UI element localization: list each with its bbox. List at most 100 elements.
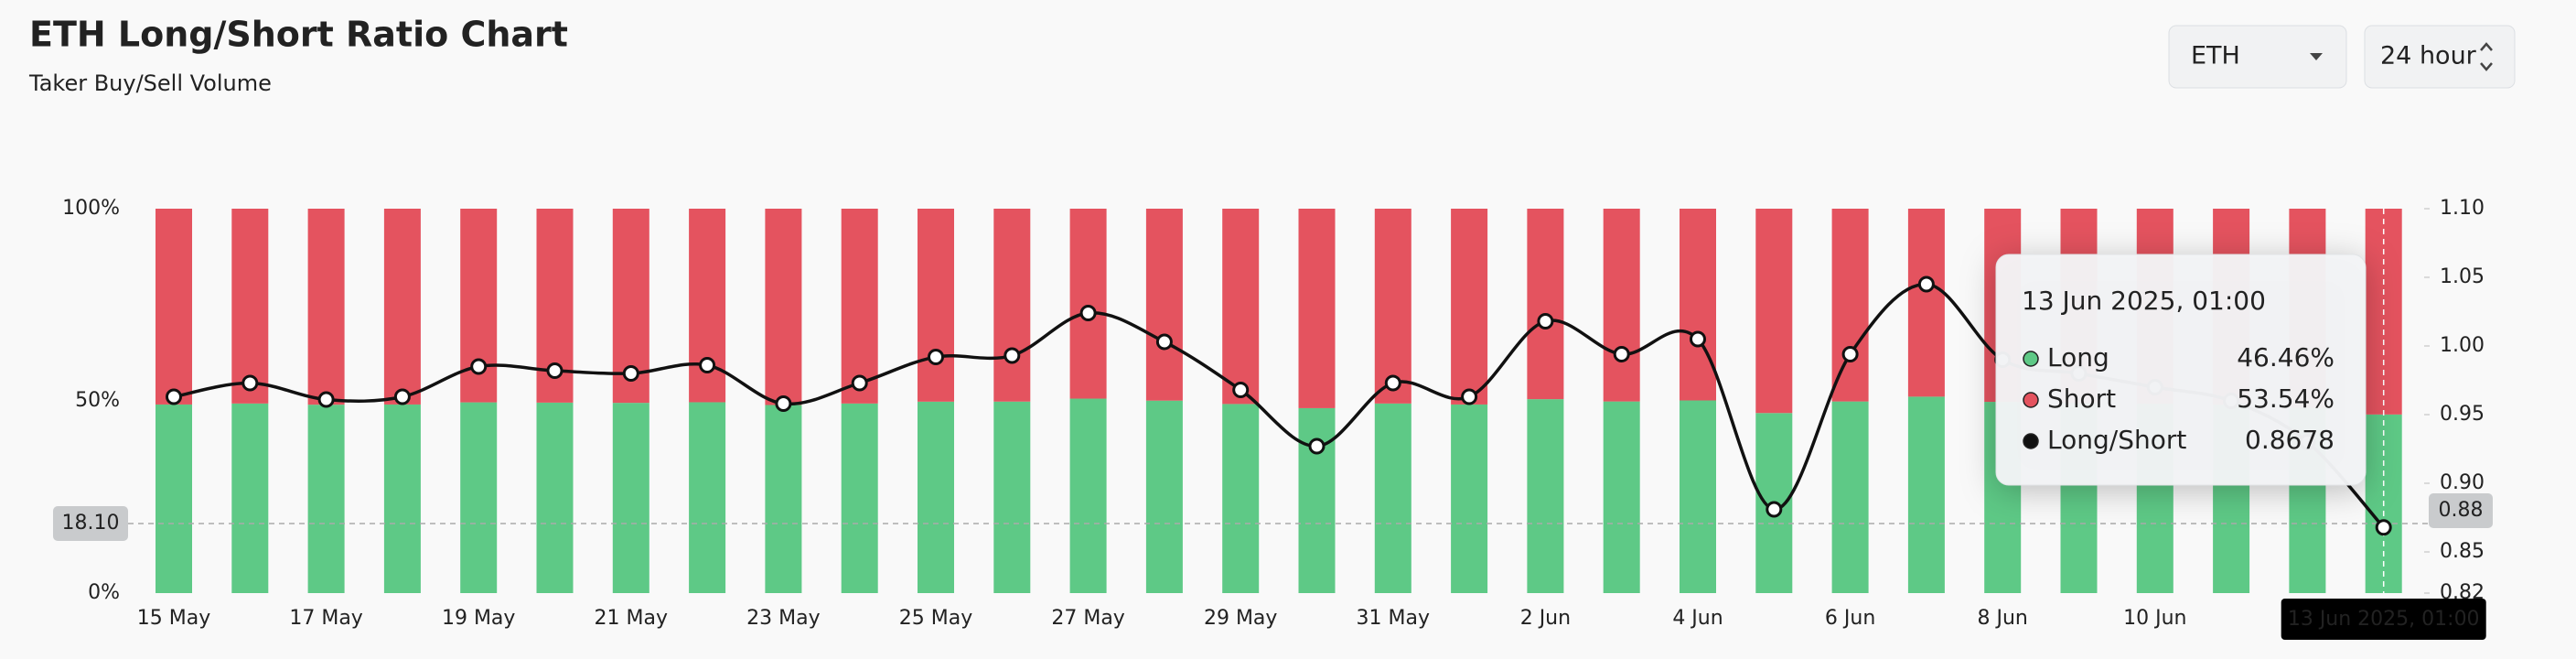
ratio-point [317,391,335,408]
bar-long [1451,404,1488,593]
y-tick-label: 100% [62,197,120,220]
period-dropdown-text: 24 hour [2380,42,2477,70]
tooltip-value: 46.46% [2237,342,2334,373]
crosshair-right-label: 0.88 [2439,499,2484,522]
bar-short [1527,209,1564,400]
bar-short [841,209,878,404]
x-tick-label: 27 May [1051,607,1124,630]
tooltip-dot [2023,392,2039,408]
ratio-point [2375,519,2392,536]
bar-long [460,402,498,593]
bar-short [1907,209,1945,397]
bar-short [1680,209,1716,401]
x-tick-label: 23 May [746,607,820,630]
x-tick-label: 29 May [1204,607,1277,630]
x-tick-label: 17 May [289,607,362,630]
bar-long [1680,400,1716,593]
page-title: ETH Long/Short Ratio Chart [29,15,568,55]
ratio-point [393,388,411,405]
crosshair-x-label: 13 Jun 2025, 01:00 [2288,608,2480,631]
bar-long [231,403,269,593]
asset-dropdown-text: ETH [2191,42,2240,70]
x-tick-label: 6 Jun [1825,607,1875,630]
bar-short [918,209,954,402]
dropdown-caret [2310,53,2323,60]
bar-long [1374,403,1411,593]
bar-short [1831,209,1869,402]
x-tick-label: 4 Jun [1672,607,1723,630]
bar-short [383,209,421,405]
bar-short [1222,209,1260,405]
y2-tick-label: 0.90 [2440,471,2485,494]
bar-long [841,403,878,593]
tooltip-value: 53.54% [2237,384,2334,414]
tooltip-name: Short [2047,384,2116,414]
bar-long [1298,407,1336,593]
bar-short [1374,209,1411,404]
crosshair-left-box [53,505,128,541]
tooltip-title: 13 Jun 2025, 01:00 [2022,286,2266,316]
bar-long [993,401,1031,593]
bar-short [307,209,345,405]
bar-long [1831,401,1869,593]
ratio-point [1308,438,1326,455]
bar-long [156,404,192,593]
ratio-point [546,362,564,379]
y2-tick-label: 0.95 [2440,403,2485,426]
ratio-point [928,349,944,365]
ratio-point [1384,374,1401,392]
x-tick-label: 25 May [899,607,972,630]
bar-long [536,402,574,593]
x-tick-label: 31 May [1357,607,1430,630]
bar-short [231,209,269,404]
bar-long [1527,399,1564,593]
bar-short [156,209,192,405]
x-tick-label: 10 Jun [2123,607,2186,630]
y2-tick-label: 1.10 [2440,197,2485,220]
ratio-point [1917,275,1935,293]
crosshair-x-box [2281,599,2486,640]
crosshair-left-label: 18.10 [62,512,120,535]
bar-long [1069,398,1107,593]
select-arrows [2480,42,2493,71]
bar-long [1222,404,1260,593]
x-tick-label: 8 Jun [1978,607,2028,630]
ratio-point [1766,501,1783,518]
x-tick-label: 2 Jun [1520,607,1571,630]
bar-long [1907,396,1945,593]
ratio-point [851,374,868,392]
bar-short [1755,209,1793,414]
tooltip-name: Long/Short [2047,425,2186,455]
ratio-point [1613,346,1630,362]
ratio-point [699,357,716,373]
bar-short [1603,209,1640,402]
tooltip-dot [2023,433,2039,449]
ratio-point [622,365,639,382]
bar-short [1145,209,1183,401]
ratio-point [775,395,792,412]
bar-long [383,404,421,593]
period-dropdown[interactable] [2364,25,2516,89]
ratio-point [1232,382,1250,398]
tooltip-dot [2023,351,2039,367]
y-tick-label: 0% [88,581,120,604]
x-tick-label: 19 May [442,607,515,630]
ratio-point [470,358,488,375]
bar-long [1145,400,1183,593]
y-tick-label: 50% [75,389,120,412]
bar-short [1451,209,1488,405]
ratio-point [1155,333,1173,351]
ratio-point [1690,330,1706,348]
bar-short [1298,209,1336,408]
x-tick-label: 21 May [595,607,668,630]
x-tick-label: 15 May [137,607,210,630]
ratio-point [1537,313,1554,330]
bar-long [765,405,802,593]
bar-long [1603,401,1640,593]
asset-dropdown[interactable] [2168,25,2347,89]
bar-short [993,209,1031,402]
y2-tick-label: 0.85 [2440,540,2485,563]
crosshair-right-box [2429,493,2493,528]
ratio-point [1461,388,1478,405]
